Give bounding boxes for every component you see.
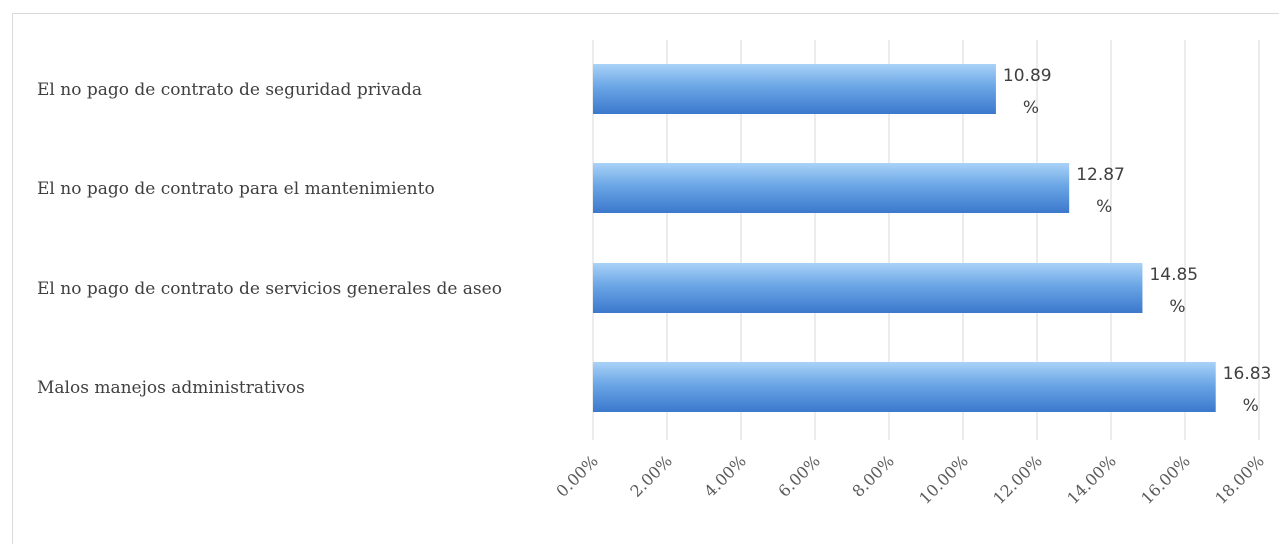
- data-label-unit: %: [1243, 396, 1259, 416]
- x-tick-label: 10.00%: [915, 451, 972, 508]
- category-label: El no pago de contrato de servicios gene…: [37, 279, 502, 299]
- bars: [593, 64, 1216, 412]
- data-label-unit: %: [1023, 98, 1039, 118]
- category-label: El no pago de contrato para el mantenimi…: [37, 179, 435, 199]
- data-label-value: 16.83: [1223, 364, 1272, 384]
- x-tick-label: 18.00%: [1211, 451, 1268, 508]
- bar: [593, 163, 1070, 213]
- data-label-unit: %: [1169, 297, 1185, 317]
- x-tick-label: 8.00%: [848, 451, 897, 500]
- chart-frame: [12, 13, 1279, 544]
- bar: [593, 263, 1143, 313]
- data-label-unit: %: [1096, 197, 1112, 217]
- x-tick-label: 6.00%: [774, 451, 823, 500]
- bar: [593, 362, 1216, 412]
- bar: [593, 64, 996, 114]
- category-label: Malos manejos administrativos: [37, 378, 305, 398]
- x-tick-label: 12.00%: [989, 451, 1046, 508]
- data-label-value: 10.89: [1003, 66, 1052, 86]
- data-label-value: 12.87: [1076, 165, 1125, 185]
- x-tick-label: 0.00%: [552, 451, 601, 500]
- data-label-value: 14.85: [1149, 265, 1198, 285]
- x-tick-label: 4.00%: [700, 451, 749, 500]
- x-tick-label: 2.00%: [626, 451, 675, 500]
- x-tick-label: 16.00%: [1137, 451, 1194, 508]
- x-tick-label: 14.00%: [1063, 451, 1120, 508]
- category-label: El no pago de contrato de seguridad priv…: [37, 80, 422, 100]
